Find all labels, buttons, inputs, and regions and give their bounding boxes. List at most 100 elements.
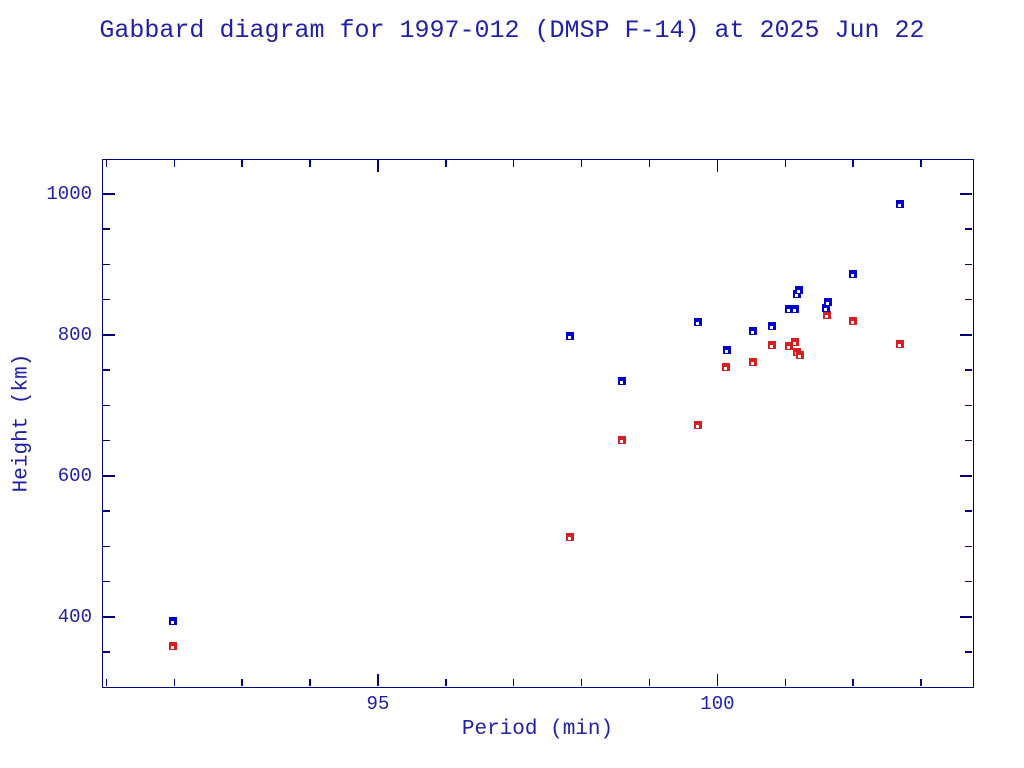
y-minor-tick-right [965, 298, 972, 301]
apogee-marker [794, 285, 803, 294]
marker-notch [824, 315, 828, 319]
y-minor-tick [103, 298, 110, 301]
marker-notch [751, 330, 755, 334]
y-minor-tick-right [965, 263, 972, 266]
x-minor-tick [852, 679, 854, 686]
marker-notch [620, 439, 624, 443]
x-minor-tick-top [852, 160, 854, 167]
y-major-tick-right [960, 193, 972, 195]
perigee-marker [896, 340, 905, 349]
y-minor-tick-right [965, 651, 972, 653]
marker-notch [851, 274, 855, 278]
marker-notch [619, 380, 623, 384]
y-minor-tick [103, 369, 110, 371]
marker-notch [796, 289, 800, 293]
apogee-marker [722, 346, 731, 355]
x-major-tick [716, 674, 719, 686]
chart-title: Gabbard diagram for 1997-012 (DMSP F-14)… [99, 16, 925, 45]
y-minor-tick [103, 580, 110, 583]
x-minor-tick-top [512, 160, 515, 167]
marker-notch [793, 341, 797, 345]
perigee-marker [849, 317, 858, 326]
x-minor-tick-top [105, 160, 108, 167]
y-tick-label: 400 [57, 605, 92, 628]
apogee-marker [767, 322, 776, 331]
x-major-tick-top [377, 160, 379, 172]
x-minor-tick-top [241, 160, 243, 167]
apogee-marker [617, 376, 626, 385]
perigee-marker [168, 641, 177, 650]
apogee-marker [822, 304, 831, 313]
perigee-marker [785, 342, 794, 351]
perigee-marker [722, 362, 731, 371]
apogee-marker [168, 617, 177, 626]
y-axis-label: Height (km) [10, 353, 34, 493]
y-major-tick [103, 193, 115, 195]
perigee-marker [618, 435, 627, 444]
y-tick-label: 600 [57, 464, 92, 487]
x-minor-tick [445, 679, 447, 686]
marker-notch [793, 309, 797, 313]
x-minor-tick-top [309, 160, 311, 167]
apogee-marker [792, 289, 801, 298]
y-tick-label: 1000 [46, 182, 92, 205]
marker-notch [695, 425, 699, 429]
perigee-marker [693, 421, 702, 430]
y-minor-tick [103, 651, 110, 653]
marker-notch [824, 308, 828, 312]
apogee-marker [849, 270, 858, 279]
x-minor-tick [648, 679, 651, 686]
marker-notch [794, 293, 798, 297]
x-minor-tick [920, 679, 922, 686]
perigee-marker [566, 533, 575, 542]
marker-notch [787, 346, 791, 350]
x-major-tick [377, 674, 379, 686]
perigee-marker [822, 311, 831, 320]
apogee-marker [785, 305, 794, 314]
perigee-marker [748, 357, 757, 366]
apogee-marker [896, 199, 905, 208]
y-major-tick-right [960, 334, 972, 336]
marker-notch [568, 335, 572, 339]
x-minor-tick [241, 679, 243, 686]
y-minor-tick-right [965, 369, 972, 371]
x-minor-tick [784, 679, 787, 686]
y-minor-tick-right [965, 404, 972, 407]
y-minor-tick-right [965, 580, 972, 583]
plot-frame [101, 158, 974, 688]
x-minor-tick-top [920, 160, 922, 167]
y-minor-tick-right [965, 439, 972, 442]
y-minor-tick [103, 510, 110, 512]
y-major-tick-right [960, 475, 972, 477]
marker-notch [826, 301, 830, 305]
apogee-marker [824, 297, 833, 306]
x-minor-tick-top [580, 160, 583, 167]
x-minor-tick [580, 679, 583, 686]
x-minor-tick [309, 679, 311, 686]
marker-notch [170, 621, 174, 625]
apogee-marker [693, 318, 702, 327]
x-minor-tick-top [445, 160, 447, 167]
marker-notch [787, 309, 791, 313]
x-minor-tick-top [784, 160, 787, 167]
marker-notch [851, 321, 855, 325]
y-major-tick-right [960, 616, 972, 618]
marker-notch [769, 344, 773, 348]
y-minor-tick-right [965, 545, 972, 548]
perigee-marker [795, 351, 804, 360]
marker-notch [898, 203, 902, 207]
y-minor-tick [103, 545, 110, 548]
apogee-marker [749, 326, 758, 335]
x-minor-tick-top [648, 160, 651, 167]
marker-notch [170, 645, 174, 649]
x-minor-tick [105, 679, 108, 686]
marker-notch [568, 537, 572, 541]
marker-notch [898, 344, 902, 348]
y-minor-tick-right [965, 228, 972, 230]
marker-notch [797, 355, 801, 359]
y-minor-tick [103, 263, 110, 266]
marker-notch [750, 361, 754, 365]
y-minor-tick-right [965, 510, 972, 512]
y-tick-label: 800 [57, 323, 92, 346]
